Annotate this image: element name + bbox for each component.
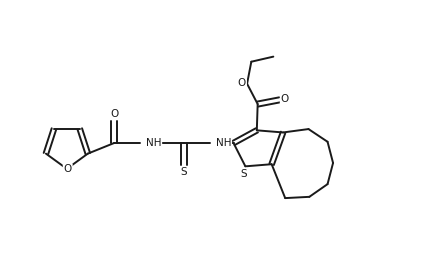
Text: O: O (281, 94, 289, 104)
Text: S: S (240, 168, 247, 178)
Text: O: O (110, 109, 118, 119)
Text: O: O (63, 164, 72, 174)
Text: NH: NH (146, 138, 161, 148)
Text: S: S (181, 167, 187, 177)
Text: O: O (238, 78, 246, 88)
Text: NH: NH (216, 138, 231, 148)
